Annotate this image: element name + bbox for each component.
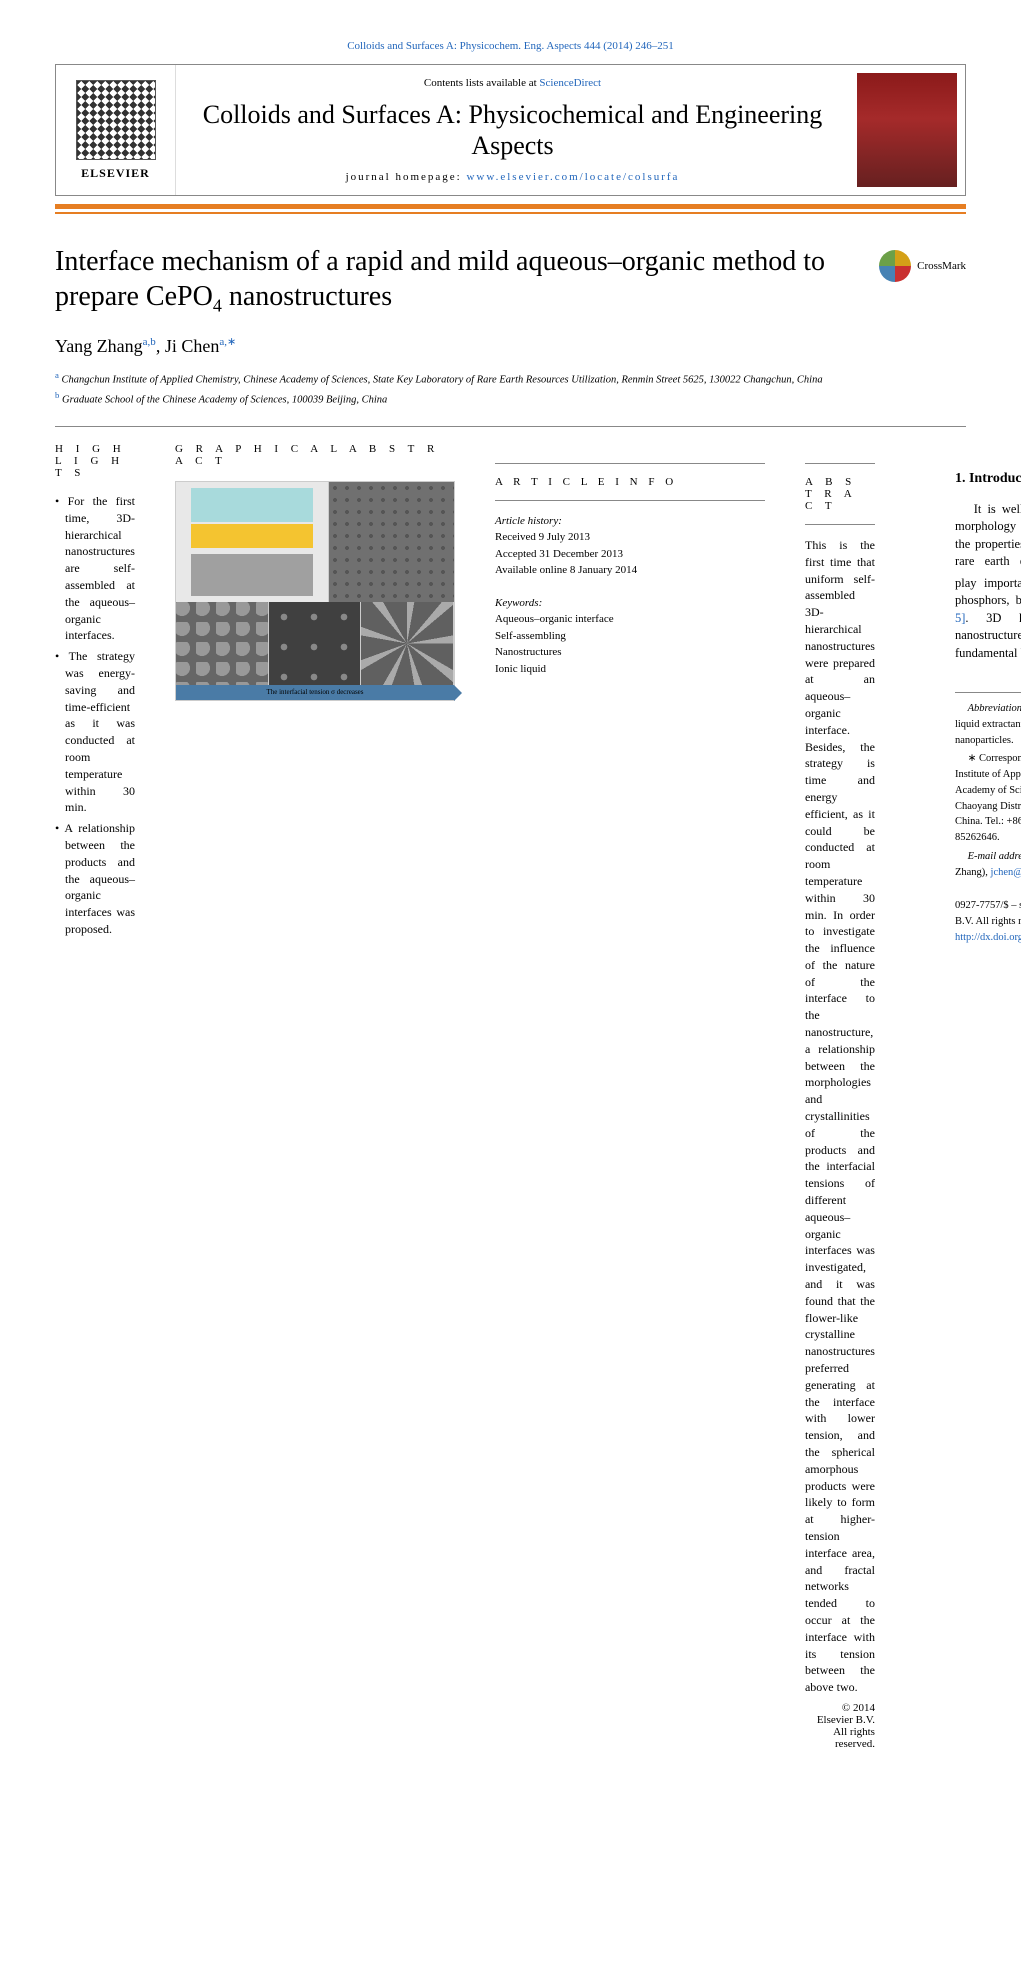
keyword: Nanostructures: [495, 644, 765, 661]
author-1: Yang Zhang: [55, 336, 143, 356]
affil-a-text: Changchun Institute of Applied Chemistry…: [59, 375, 823, 386]
article-info-heading: A R T I C L E I N F O: [495, 476, 765, 488]
section-rule: [805, 463, 875, 464]
front-matter-line: 0927-7757/$ – see front matter © 2014 El…: [955, 898, 1021, 930]
ga-diagram-panel: [176, 482, 329, 602]
introduction-heading: 1. Introduction: [955, 471, 1021, 487]
affil-b-text: Graduate School of the Chinese Academy o…: [59, 394, 387, 405]
text-run: It is well-known that the size and morph…: [955, 502, 1021, 551]
accepted-date: Accepted 31 December 2013: [495, 546, 765, 563]
article-history-label: Article history:: [495, 513, 765, 530]
article-title: Interface mechanism of a rapid and mild …: [55, 244, 859, 317]
author-2-affil: a,: [219, 336, 227, 348]
contents-available-line: Contents lists available at ScienceDirec…: [196, 77, 829, 89]
affiliations: a Changchun Institute of Applied Chemist…: [55, 369, 966, 408]
contents-prefix: Contents lists available at: [424, 77, 539, 89]
keyword: Ionic liquid: [495, 661, 765, 678]
keywords-label: Keywords:: [495, 595, 765, 612]
graphical-abstract-heading: G R A P H I C A L A B S T R A C T: [175, 443, 455, 467]
author-2: Ji Chen: [165, 336, 220, 356]
abstract-heading: A B S T R A C T: [805, 476, 875, 512]
ga-sem-image-2: [176, 602, 269, 685]
article-history: Article history: Received 9 July 2013 Ac…: [495, 513, 765, 579]
title-line1: Interface mechanism of a rapid and mild …: [55, 246, 825, 277]
ga-sem-image-1: [329, 482, 454, 602]
highlight-item: A relationship between the products and …: [55, 820, 135, 938]
online-date: Available online 8 January 2014: [495, 562, 765, 579]
journal-name: Colloids and Surfaces A: Physicochemical…: [196, 99, 829, 161]
journal-homepage-line: journal homepage: www.elsevier.com/locat…: [196, 171, 829, 183]
email-label: E-mail addresses:: [968, 851, 1021, 862]
text-run: . 3D hierarchical rare earth nanostructu…: [955, 611, 1021, 660]
title-subscript: 4: [213, 296, 222, 316]
journal-cover-thumbnail: [857, 73, 957, 187]
crossmark-badge[interactable]: CrossMark: [879, 250, 966, 282]
footer-meta: 0927-7757/$ – see front matter © 2014 El…: [955, 898, 1021, 945]
body-paragraph: It is well-known that the size and morph…: [955, 501, 1021, 662]
ga-sem-image-4: [361, 602, 454, 685]
section-rule: [495, 500, 765, 501]
title-line2-post: nanostructures: [222, 281, 392, 312]
sciencedirect-link[interactable]: ScienceDirect: [539, 77, 601, 89]
received-date: Received 9 July 2013: [495, 529, 765, 546]
journal-citation: Colloids and Surfaces A: Physicochem. En…: [55, 40, 966, 52]
keyword: Aqueous–organic interface: [495, 611, 765, 628]
publisher-logo: ELSEVIER: [56, 65, 176, 195]
journal-homepage-link[interactable]: www.elsevier.com/locate/colsurfa: [466, 171, 679, 183]
highlight-item: For the first time, 3D-hierarchical nano…: [55, 493, 135, 644]
homepage-prefix: journal homepage:: [346, 171, 467, 183]
highlights-list: For the first time, 3D-hierarchical nano…: [55, 493, 135, 938]
section-rule: [495, 463, 765, 464]
copyright: © 2014 Elsevier B.V. All rights reserved…: [805, 1702, 875, 1750]
highlight-item: The strategy was energy-saving and time-…: [55, 648, 135, 816]
keyword: Self-assembling: [495, 628, 765, 645]
elsevier-tree-icon: [76, 80, 156, 160]
abstract-text: This is the first time that uniform self…: [805, 537, 875, 1696]
doi-link[interactable]: http://dx.doi.org/10.1016/j.colsurfa.201…: [955, 932, 1021, 943]
divider-thick: [55, 204, 966, 209]
highlights-heading: H I G H L I G H T S: [55, 443, 135, 479]
email-link[interactable]: jchen@ciac.ac.cn: [991, 867, 1021, 878]
section-rule: [805, 524, 875, 525]
footnote-rule: [955, 692, 1021, 693]
divider-thin: [55, 212, 966, 214]
publisher-name: ELSEVIER: [81, 166, 150, 181]
corr-text: Corresponding author at: Changchun Insti…: [955, 753, 1021, 843]
title-line2-pre: prepare CePO: [55, 281, 213, 312]
ga-sem-image-3: [269, 602, 362, 685]
corresponding-marker: ∗: [227, 336, 236, 348]
graphical-abstract-image: The interfacial tension σ decreases: [175, 481, 455, 701]
keywords-block: Keywords: Aqueous–organic interface Self…: [495, 595, 765, 678]
ga-caption: The interfacial tension σ decreases: [176, 685, 454, 700]
author-1-affil: a,b: [143, 336, 156, 348]
journal-header: ELSEVIER Contents lists available at Sci…: [55, 64, 966, 196]
crossmark-label: CrossMark: [917, 260, 966, 272]
author-sep: ,: [156, 336, 165, 356]
footnotes: Abbreviations: IL, ionic liquid; ILE, io…: [955, 701, 1021, 880]
abbrev-label: Abbreviations:: [968, 703, 1021, 714]
crossmark-icon: [879, 250, 911, 282]
authors: Yang Zhanga,b, Ji Chena,∗: [55, 335, 966, 357]
section-rule: [55, 426, 966, 427]
